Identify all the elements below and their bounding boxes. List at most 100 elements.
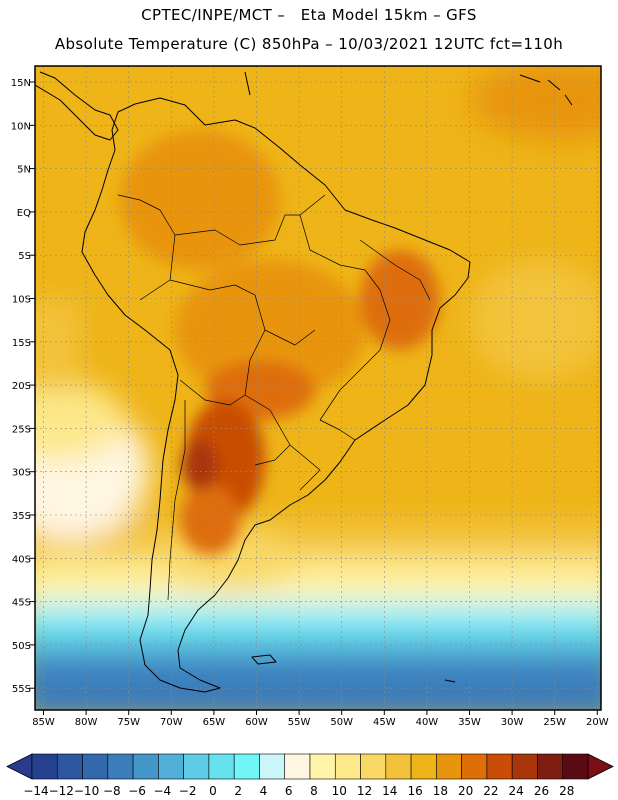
graticule (35, 66, 601, 710)
colorbar-swatch (132, 753, 159, 780)
lat-label-35s: 35S (12, 511, 31, 522)
south-america-coast (81, 97, 471, 693)
colorbar-swatch (385, 753, 412, 780)
colorbar-swatch (284, 753, 311, 780)
lon-label-30w: 30W (501, 717, 524, 728)
lat-label-50s: 50S (12, 641, 31, 652)
lat-label-15n: 15N (11, 78, 31, 89)
colorbar-swatch (537, 753, 564, 780)
warm-central-brazil (175, 260, 365, 400)
colorbar-label: 26 (534, 784, 549, 798)
colorbar-label: 6 (285, 784, 293, 798)
lat-label-5s: 5S (18, 251, 31, 262)
central-america-coast (35, 71, 119, 141)
band-minus8c (35, 660, 601, 710)
colorbar-label: 8 (310, 784, 318, 798)
colorbar-swatch (31, 753, 58, 780)
lat-label-20s: 20S (12, 381, 31, 392)
colorbar-label: 28 (559, 784, 574, 798)
colorbar-swatch (511, 753, 538, 780)
country-borders (117, 194, 431, 601)
colorbar-swatch (461, 753, 488, 780)
falkland-islands (251, 654, 277, 665)
lon-label-55w: 55W (288, 717, 311, 728)
south-georgia (444, 679, 456, 683)
colorbar-swatch (56, 753, 83, 780)
map-frame (34, 65, 602, 711)
caribbean-islands (244, 71, 573, 106)
chart-title-line-2: Absolute Temperature (C) 850hPa – 10/03/… (54, 35, 564, 53)
lon-label-50w: 50W (330, 717, 353, 728)
colorbar-label: 16 (407, 784, 422, 798)
pacific-cool-strip (35, 300, 80, 390)
warm-atlantic-ne (470, 66, 601, 140)
lat-label-55s: 55S (12, 684, 31, 695)
colorbar-label: 22 (483, 784, 498, 798)
lon-label-65w: 65W (203, 717, 226, 728)
colorbar-label: 2 (234, 784, 242, 798)
colorbar-label: 18 (433, 784, 448, 798)
colorbar-label: 4 (260, 784, 268, 798)
lat-label-5n: 5N (17, 165, 31, 176)
colorbar-swatch (259, 753, 286, 780)
band-4c (35, 598, 601, 620)
colorbar-swatch (436, 753, 462, 780)
warm-amazon (120, 130, 280, 270)
lat-label-40s: 40S (12, 554, 31, 565)
lat-label-45s: 45S (12, 598, 31, 609)
lat-label-10s: 10S (12, 295, 31, 306)
colorbar-swatch (107, 753, 134, 780)
lon-label-75w: 75W (117, 717, 140, 728)
lat-label-10n: 10N (11, 121, 31, 132)
lon-label-25w: 25W (543, 717, 566, 728)
lon-label-20w: 20W (586, 717, 609, 728)
colorbar: −14 −12 −10 −8 −6 −4 −2 0 2 4 6 8 10 12 14 16 18 20 22 24 26… (6, 753, 614, 798)
longitude-axis: 85W 80W 75W 70W 65W 60W 55W 50W 45W 40W 35W 30W 25W 2… (32, 710, 609, 728)
colorbar-label: 20 (458, 784, 473, 798)
lon-label-85w: 85W (32, 717, 55, 728)
colorbar-swatch (309, 753, 336, 780)
colorbar-swatch (562, 753, 589, 780)
colorbar-label: −14 (23, 784, 48, 798)
colorbar-swatch (158, 753, 184, 780)
lon-label-60w: 60W (245, 717, 268, 728)
lat-label-30s: 30S (12, 468, 31, 479)
lon-label-40w: 40W (416, 717, 439, 728)
colorbar-high-arrow (587, 753, 614, 780)
colorbar-swatch (208, 753, 235, 780)
coastlines (35, 71, 573, 693)
lon-label-45w: 45W (373, 717, 396, 728)
colorbar-swatch (486, 753, 513, 780)
colorbar-swatch (410, 753, 437, 780)
colorbar-label: 10 (332, 784, 347, 798)
lon-label-70w: 70W (160, 717, 183, 728)
colorbar-label: −6 (128, 784, 146, 798)
warm-pampa (180, 485, 240, 555)
colorbar-label: −12 (49, 784, 74, 798)
colorbar-label: 0 (209, 784, 217, 798)
cool-pocket-edge (35, 380, 125, 460)
hot-core (182, 440, 218, 490)
colorbar-swatch (82, 753, 109, 780)
lat-label-15s: 15S (12, 338, 31, 349)
colorbar-label: −2 (179, 784, 197, 798)
lon-label-80w: 80W (75, 717, 98, 728)
temperature-field (35, 66, 601, 710)
latitude-axis: 15N 10N 5N EQ 5S 10S 15S 20S 25S 30S 35S 40S 45S 50S 5… (11, 78, 35, 695)
colorbar-label: −10 (74, 784, 99, 798)
colorbar-label: 12 (357, 784, 372, 798)
warm-ne-brazil (360, 250, 440, 350)
colorbar-label: 24 (509, 784, 524, 798)
colorbar-swatch (183, 753, 210, 780)
cool-atlantic-patch (470, 260, 601, 380)
colorbar-swatch (233, 753, 260, 780)
colorbar-label: −8 (103, 784, 121, 798)
chart-title-line-1: CPTEC/INPE/MCT – Eta Model 15km – GFS (141, 6, 477, 24)
colorbar-swatch (334, 753, 361, 780)
colorbar-label: −4 (154, 784, 172, 798)
lon-label-35w: 35W (458, 717, 481, 728)
colorbar-label: 14 (382, 784, 397, 798)
colorbar-swatch (360, 753, 387, 780)
colorbar-low-arrow (6, 753, 33, 780)
